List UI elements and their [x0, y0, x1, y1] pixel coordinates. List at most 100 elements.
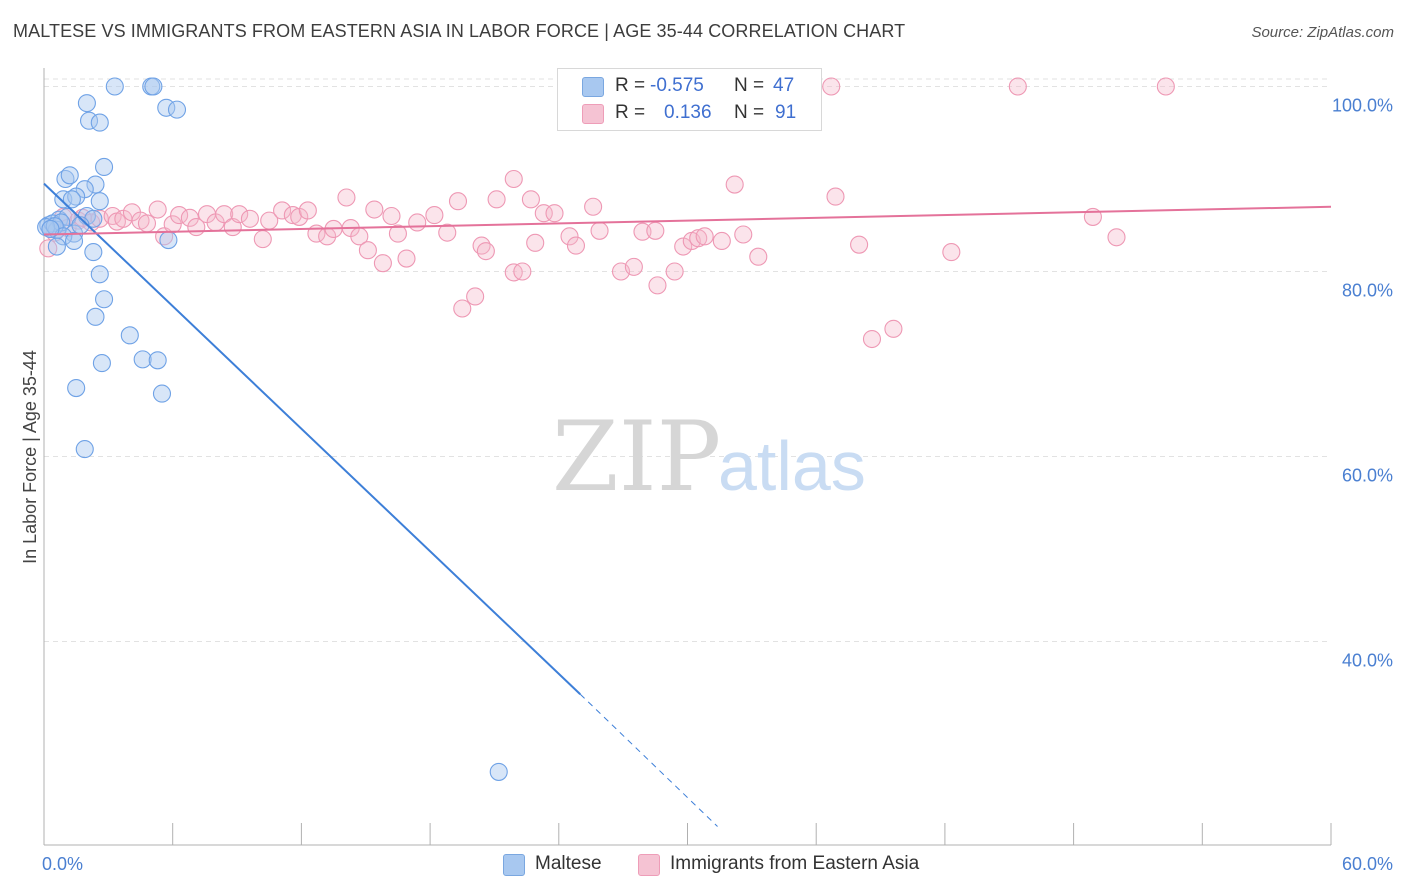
stats-row-eastern-asia: R = 0.136 N = 91 [558, 100, 821, 128]
maltese-point [95, 290, 114, 309]
maltese-point [167, 100, 187, 119]
eastern-asia-point [521, 190, 540, 209]
eastern-asia-point [373, 254, 392, 273]
eastern-asia-point [633, 222, 652, 241]
eastern-asia-point [466, 287, 485, 306]
eastern-asia-point [215, 205, 234, 224]
eastern-asia-point [1156, 77, 1175, 96]
eastern-asia-point [513, 262, 532, 281]
eastern-asia-point [408, 213, 427, 232]
maltese-point [67, 378, 86, 398]
eastern-asia-point [148, 200, 167, 219]
eastern-asia-point [725, 175, 744, 194]
maltese-trend-extension [579, 693, 718, 827]
stats-row-maltese: R = -0.575 N = 47 [558, 73, 821, 101]
maltese-point [152, 384, 172, 403]
eastern-asia-point [476, 242, 495, 261]
eastern-asia-point [337, 188, 356, 207]
maltese-point [60, 166, 79, 185]
eastern-asia-point [253, 230, 272, 249]
eastern-asia-point [1008, 77, 1027, 96]
eastern-asia-point [504, 169, 523, 189]
maltese-point [105, 77, 124, 96]
maltese-point [144, 77, 163, 96]
stats-r-value: 0.136 [664, 102, 712, 123]
eastern-asia-point [545, 204, 564, 223]
x-tick-label-max: 60.0% [1342, 854, 1393, 874]
stats-n-label: N = [734, 75, 765, 96]
maltese-point [75, 440, 94, 459]
eastern-asia-points [39, 77, 1175, 349]
maltese-point [159, 231, 178, 250]
eastern-asia-point [826, 187, 845, 206]
eastern-asia-point [822, 77, 841, 96]
eastern-asia-point [674, 237, 693, 256]
watermark-atlas: atlas [718, 427, 866, 505]
eastern-asia-point [566, 236, 586, 255]
eastern-asia-point [749, 247, 768, 266]
eastern-asia-point [534, 204, 553, 223]
eastern-asia-point [584, 197, 603, 216]
grid-lines [44, 78, 1331, 642]
eastern-asia-point [170, 206, 189, 225]
source-credit: Source: ZipAtlas.com [1251, 24, 1394, 41]
y-tick-label: 40.0% [1342, 651, 1393, 671]
maltese-point [62, 190, 81, 209]
eastern-asia-point [453, 299, 472, 318]
eastern-asia-point [590, 221, 609, 240]
maltese-point [148, 351, 167, 370]
stats-n-value: 47 [773, 75, 795, 96]
eastern-asia-point [230, 205, 249, 224]
maltese-point [84, 243, 103, 262]
eastern-asia-point [365, 200, 384, 219]
y-tick-labels: 40.0% 60.0% 80.0% 100.0% [1332, 96, 1393, 671]
maltese-point [92, 354, 111, 373]
eastern-asia-point [648, 276, 667, 295]
stats-box: R = -0.575 N = 47 R = 0.136 N = 91 [557, 68, 822, 131]
maltese-point [133, 350, 152, 369]
eastern-asia-point [526, 233, 545, 252]
eastern-asia-point [358, 241, 377, 260]
maltese-point [47, 237, 66, 256]
stats-swatch-maltese [582, 77, 604, 97]
y-tick-label: 60.0% [1342, 466, 1393, 486]
eastern-asia-point [862, 329, 882, 349]
legend-label-eastern-asia: Immigrants from Eastern Asia [670, 853, 920, 874]
stats-r-value: -0.575 [650, 75, 704, 96]
eastern-asia-point [273, 201, 292, 220]
eastern-asia-point [624, 257, 643, 276]
maltese-point [64, 231, 84, 251]
maltese-point [86, 175, 105, 194]
stats-r-label: R = [615, 75, 646, 96]
eastern-asia-point [448, 192, 468, 211]
eastern-asia-point [884, 319, 903, 338]
stats-swatch-eastern-asia [582, 104, 604, 124]
eastern-asia-point [397, 249, 416, 268]
eastern-asia-point [665, 262, 684, 281]
eastern-asia-point [646, 221, 665, 240]
legend-swatch-maltese [503, 854, 525, 876]
eastern-asia-point [1107, 228, 1126, 247]
eastern-asia-point [425, 206, 444, 225]
maltese-point [95, 157, 114, 177]
y-tick-label: 100.0% [1332, 96, 1393, 116]
eastern-asia-point [137, 214, 157, 233]
eastern-asia-point [734, 225, 753, 244]
chart-legend: Maltese Immigrants from Eastern Asia [0, 851, 1406, 879]
maltese-point [489, 762, 508, 781]
eastern-asia-point [942, 243, 961, 262]
y-tick-label: 80.0% [1342, 281, 1393, 301]
eastern-asia-point [240, 209, 259, 228]
eastern-asia-trend-line [43, 205, 1332, 236]
eastern-asia-point [388, 224, 407, 243]
maltese-point [41, 219, 60, 238]
maltese-point [77, 94, 96, 113]
eastern-asia-point [382, 206, 401, 226]
maltese-trend-line [43, 182, 581, 695]
eastern-asia-point [180, 208, 199, 227]
maltese-points [37, 77, 508, 781]
x-tick-marks [43, 823, 1332, 845]
eastern-asia-point [695, 227, 714, 246]
eastern-asia-point [689, 229, 708, 248]
